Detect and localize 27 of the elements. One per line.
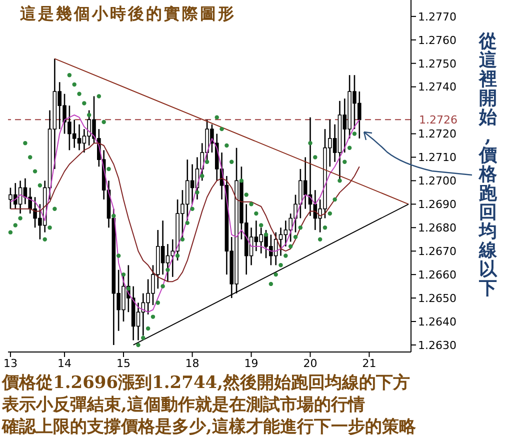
y-tick-label: 1.2680 xyxy=(418,222,456,235)
y-tick-label: 1.2770 xyxy=(418,10,456,24)
y-tick-label: 1.2710 xyxy=(418,151,456,164)
y-tick-label: 1.2670 xyxy=(418,245,456,258)
x-tick-label: 21 xyxy=(362,356,376,370)
text: 確認上限的支撐價格是多少,這樣才能進行下一步的策略 xyxy=(2,416,416,438)
x-tick-label: 18 xyxy=(185,356,200,370)
x-tick-label: 14 xyxy=(58,356,72,370)
text: 從這裡開始,價格跑回均線以下 xyxy=(479,31,497,299)
text: 表示小反彈結束,這個動作就是在測試市場的行情 xyxy=(2,394,365,416)
ref-line-label: 1.2726 xyxy=(419,114,458,127)
y-tick-label: 1.2640 xyxy=(418,315,456,328)
y-tick-label: 1.2760 xyxy=(418,34,456,47)
y-tick-label: 1.2630 xyxy=(418,338,456,352)
y-tick-label: 1.2720 xyxy=(418,128,456,141)
y-tick-label: 1.2740 xyxy=(418,80,456,94)
y-tick-label: 1.2660 xyxy=(418,268,456,282)
y-tick-label: 1.2700 xyxy=(418,174,456,188)
x-tick-label: 13 xyxy=(3,356,18,370)
chart-title: 這是幾個小時後的實際圖形 xyxy=(20,4,236,25)
text: 價格從1.2696漲到1.2744,然後開始跑回均線的下方 xyxy=(2,372,410,394)
x-tick-label: 20 xyxy=(303,356,318,370)
y-tick-label: 1.2690 xyxy=(418,198,456,212)
x-tick-label: 19 xyxy=(244,356,258,370)
y-tick-label: 1.2750 xyxy=(418,57,456,70)
y-tick-label: 1.2650 xyxy=(418,292,456,305)
x-tick-label: 15 xyxy=(116,356,130,370)
